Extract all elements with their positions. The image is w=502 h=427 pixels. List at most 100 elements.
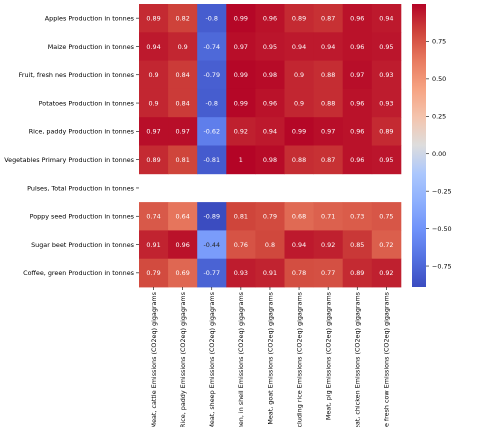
heatmap-cell (371, 258, 402, 288)
cell-value-label: 0.79 (146, 269, 160, 277)
heatmap-cell (255, 202, 285, 231)
heatmap-cell (226, 117, 256, 146)
heatmap-cell (371, 88, 402, 118)
row-label: Pulses, Total Production in tonnes (27, 184, 135, 192)
cell-value-label: 0.9 (148, 99, 158, 107)
cell-value-label: 0.98 (263, 71, 277, 79)
cell-value-label: -0.77 (203, 269, 220, 277)
heatmap-cell (139, 88, 169, 118)
cell-value-label: -0.89 (203, 213, 220, 221)
heatmap-cell (168, 230, 198, 260)
heatmap-cell (342, 32, 373, 61)
heatmap-cell (313, 145, 344, 175)
cell-value-label: 0.9 (178, 43, 188, 51)
colorbar: 0.75 0.50 0.25 0.00 −0.25 −0.50 −0.75 (412, 4, 452, 287)
column-label: Meat, chicken Emissions (CO2eq) gigagram… (354, 291, 362, 427)
heatmap-cell (139, 4, 169, 33)
cell-value-label: 0.69 (176, 269, 190, 277)
cell-value-label: 0.71 (321, 213, 335, 221)
heatmap-cell (313, 88, 344, 118)
cell-value-label: 0.96 (350, 128, 364, 136)
heatmap-cell (139, 32, 169, 61)
cell-value-label: -0.74 (203, 43, 220, 51)
cell-value-label: 0.92 (321, 241, 335, 249)
cell-value-label: 0.99 (234, 14, 248, 22)
cell-value-label: 0.99 (234, 71, 248, 79)
cell-value-label: 0.98 (263, 156, 277, 164)
cell-value-label: 0.89 (292, 14, 306, 22)
heatmap-cell (168, 32, 198, 61)
cell-value-label: 0.97 (321, 128, 335, 136)
column-label: Rice, paddy Emissions (CO2eq) gigagrams (179, 291, 187, 427)
row-label: Apples Production in tonnes (45, 14, 135, 22)
column-label: Meat, goat Emissions (CO2eq) gigagrams (266, 291, 274, 424)
heatmap-cell (255, 88, 285, 118)
heatmap-cell (197, 117, 227, 146)
cell-value-label: 0.87 (321, 156, 335, 164)
cell-value-label: 1 (239, 156, 243, 164)
heatmap-cell (197, 4, 227, 33)
row-label: Potatoes Production in tonnes (39, 99, 135, 107)
colorbar-tick-label: −0.75 (432, 262, 452, 270)
cell-value-label: 0.77 (321, 269, 335, 277)
cell-value-label: 0.97 (146, 128, 160, 136)
cell-value-label: 0.9 (294, 71, 304, 79)
heatmap-cell (371, 4, 402, 33)
cell-value-label: 0.94 (379, 14, 393, 22)
cell-value-label: 0.94 (292, 241, 306, 249)
cell-value-label: 0.95 (379, 43, 393, 51)
colorbar-tick-label: −0.25 (432, 187, 452, 195)
cell-value-label: 0.89 (146, 156, 160, 164)
heatmap-cell (168, 60, 198, 90)
heatmap-cell (168, 117, 198, 146)
colorbar-tick-label: −0.50 (432, 225, 452, 233)
heatmap-cell (313, 230, 344, 260)
cell-value-label: 0.92 (379, 269, 393, 277)
heatmap-cell (371, 32, 402, 61)
cell-value-label: 0.64 (176, 213, 190, 221)
cell-value-label: 0.94 (292, 43, 306, 51)
row-label: Coffee, green Production in tonnes (23, 269, 135, 277)
heatmap-cell (139, 60, 169, 90)
row-label: Vegetables Primary Production in tonnes (4, 156, 134, 164)
cell-value-label: 0.9 (294, 99, 304, 107)
heatmap-cell (139, 258, 169, 288)
cell-value-label: 0.97 (350, 71, 364, 79)
row-label: Rice, paddy Production in tonnes (29, 128, 135, 136)
heatmap-cell (139, 117, 169, 146)
cell-value-label: 0.88 (292, 156, 306, 164)
cell-value-label: 0.84 (176, 71, 190, 79)
column-label: Meat, cattle Emissions (CO2eq) gigagrams (150, 291, 158, 427)
heatmap-cell (139, 230, 169, 260)
heatmap-cell (139, 202, 169, 231)
row-label: Sugar beet Production in tonnes (31, 241, 135, 249)
cell-value-label: 0.99 (234, 99, 248, 107)
heatmap-cell (226, 60, 256, 90)
heatmap-cell (371, 145, 402, 175)
heatmap-cell (371, 60, 402, 90)
cell-value-label: 0.95 (379, 156, 393, 164)
heatmap-cell (168, 88, 198, 118)
colorbar-tick-label: 0.25 (432, 113, 446, 121)
cell-value-label: 0.87 (321, 14, 335, 22)
cell-value-label: 0.79 (263, 213, 277, 221)
heatmap-cell (371, 202, 402, 231)
colorbar-tick-label: 0.75 (432, 38, 446, 46)
heatmap-cells: 0.89 0.82 -0.8 0.99 0.96 0.89 0.87 0.96 0.94 0.94… (139, 4, 402, 288)
cell-value-label: 0.93 (379, 71, 393, 79)
heatmap-cell (342, 88, 373, 118)
heatmap-cell (284, 202, 314, 231)
cell-value-label: 0.96 (263, 99, 277, 107)
cell-value-label: 0.72 (379, 241, 393, 249)
heatmap-cell (226, 145, 256, 175)
heatmap-cell (255, 60, 285, 90)
heatmap-cell (342, 145, 373, 175)
cell-value-label: 0.76 (234, 241, 248, 249)
heatmap-cell (226, 202, 256, 231)
cell-value-label: 0.89 (146, 14, 160, 22)
heatmap-cell (226, 258, 256, 288)
cell-value-label: -0.62 (203, 128, 220, 136)
heatmap-cell (371, 230, 402, 260)
column-label: excluding rice Emissions (CO2eq) gigagra… (295, 291, 303, 427)
heatmap-cell (197, 88, 227, 118)
